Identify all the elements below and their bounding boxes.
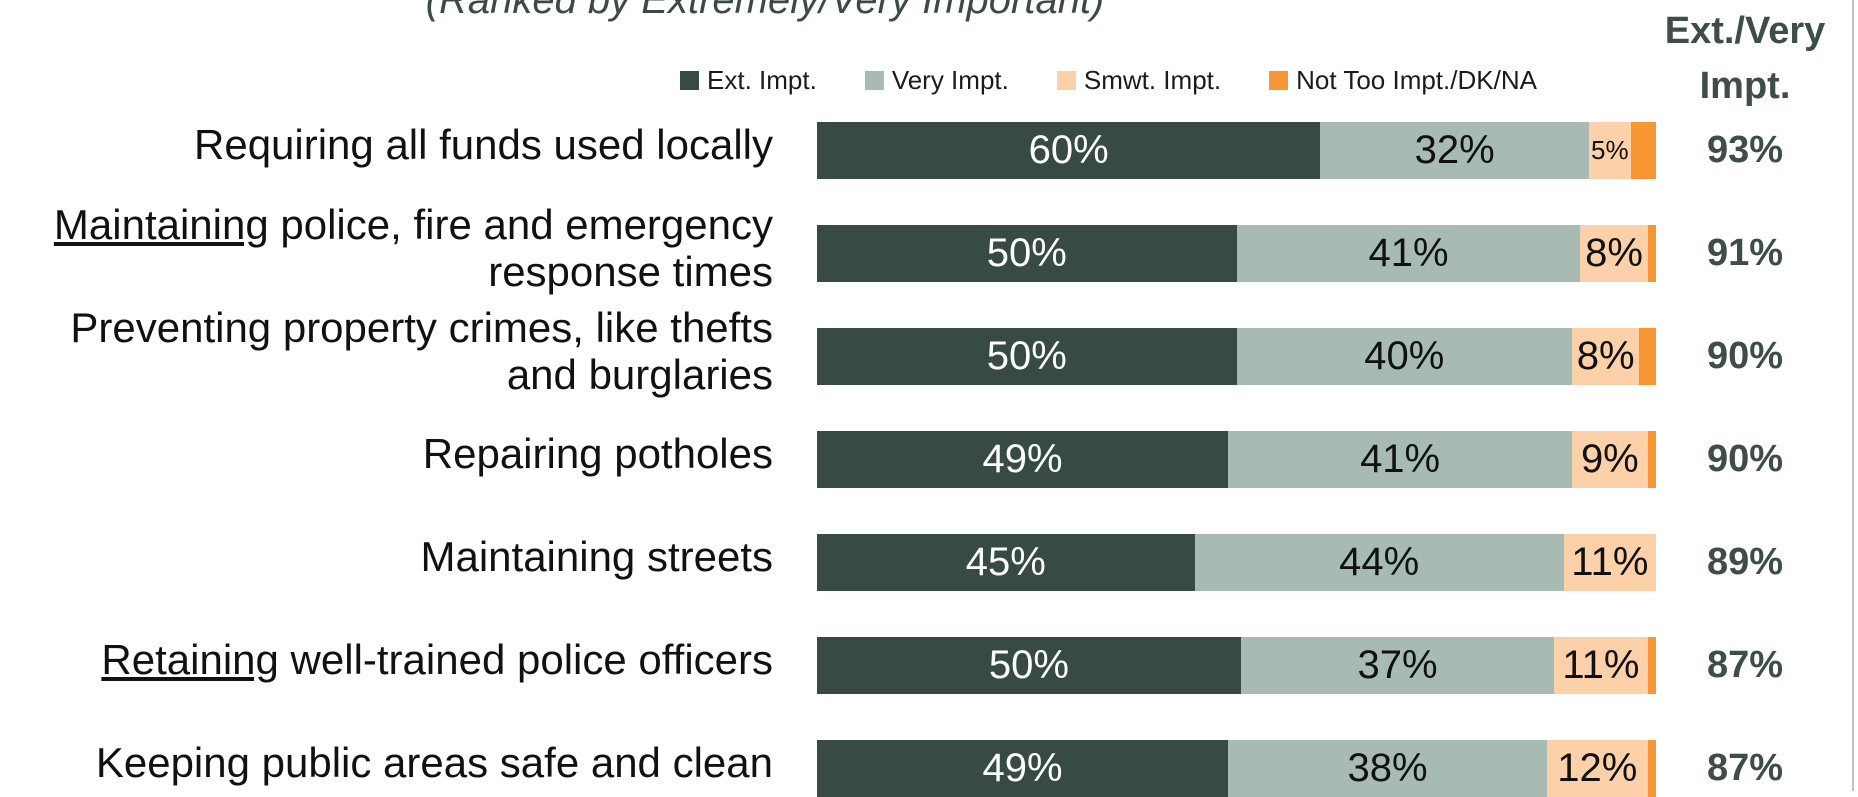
bar-segment-very: 41% xyxy=(1228,431,1573,488)
row-label-text: Repairing potholes xyxy=(422,430,773,477)
row-label: Repairing potholes xyxy=(3,430,773,477)
bar-segment-smwt: 5% xyxy=(1588,122,1631,179)
legend-item-ext: Ext. Impt. xyxy=(680,65,817,96)
bar-segment-not xyxy=(1647,637,1656,694)
bar-segment-not xyxy=(1630,122,1656,179)
bar-segment-not xyxy=(1647,740,1656,797)
legend-swatch-not xyxy=(1269,70,1289,90)
bar-segment-smwt: 11% xyxy=(1563,534,1656,591)
bar-segment-very: 41% xyxy=(1236,225,1581,282)
bar-segment-very: 32% xyxy=(1320,122,1589,179)
row-label-emphasis: Maintaining xyxy=(53,201,269,248)
row-label: Keeping public areas safe and clean xyxy=(3,739,773,786)
stacked-bar: 60% 32% 5% xyxy=(817,122,1656,179)
stacked-bar: 50% 40% 8% xyxy=(817,328,1656,385)
legend-label-very: Very Impt. xyxy=(891,64,1009,95)
row-label: Maintaining police, fire and emergency r… xyxy=(3,201,773,295)
row-label: Requiring all funds used locally xyxy=(3,121,773,168)
row-label-text: Requiring all funds used locally xyxy=(194,121,773,168)
row-total: 91% xyxy=(1706,232,1784,274)
stacked-bar: 49% 41% 9% xyxy=(817,431,1656,488)
stacked-bar: 45% 44% 11% xyxy=(817,534,1656,591)
legend-item-very: Very Impt. xyxy=(864,64,1009,96)
bar-segment-ext: 49% xyxy=(817,431,1229,488)
bar-segment-very: 40% xyxy=(1236,328,1573,385)
bar-segment-ext: 45% xyxy=(817,534,1195,591)
divider xyxy=(1852,0,1854,791)
row-label-emphasis: Retaining xyxy=(101,636,279,683)
legend-label-not: Not Too Impt./DK/NA xyxy=(1296,64,1537,95)
row-total: 87% xyxy=(1706,644,1784,686)
row-label-text: Maintaining streets xyxy=(420,533,773,580)
legend-label-smwt: Smwt. Impt. xyxy=(1083,64,1222,95)
bar-segment-smwt: 8% xyxy=(1580,225,1648,282)
legend-swatch-very xyxy=(864,70,884,90)
row-label: Retaining well-trained police officers xyxy=(3,636,773,683)
legend: Ext. Impt. Very Impt. Smwt. Impt. Not To… xyxy=(680,63,1537,97)
bar-segment-not xyxy=(1647,225,1656,282)
bar-segment-smwt: 12% xyxy=(1546,740,1648,797)
row-label-text: Keeping public areas safe and clean xyxy=(95,739,773,786)
bar-segment-very: 44% xyxy=(1194,534,1564,591)
legend-swatch-smwt xyxy=(1056,70,1076,90)
total-column-header: Ext./Very Impt. xyxy=(1650,4,1840,114)
total-header-line1: Ext./Very xyxy=(1664,10,1826,52)
bar-segment-smwt: 8% xyxy=(1572,328,1640,385)
row-total: 90% xyxy=(1706,335,1784,377)
legend-label-ext: Ext. Impt. xyxy=(707,64,817,95)
legend-item-smwt: Smwt. Impt. xyxy=(1056,64,1222,96)
bar-segment-ext: 50% xyxy=(817,637,1241,694)
bar-segment-smwt: 9% xyxy=(1572,431,1648,488)
row-label: Maintaining streets xyxy=(3,533,773,580)
row-total: 90% xyxy=(1706,438,1784,480)
row-label-text: Preventing property crimes, like thefts … xyxy=(70,304,773,398)
row-total: 93% xyxy=(1706,129,1784,171)
bar-segment-ext: 50% xyxy=(817,328,1237,385)
row-total: 87% xyxy=(1706,747,1784,789)
bar-segment-very: 37% xyxy=(1240,637,1555,694)
row-label: Preventing property crimes, like thefts … xyxy=(3,304,773,398)
stacked-bar: 50% 37% 11% xyxy=(817,637,1656,694)
bar-segment-very: 38% xyxy=(1228,740,1547,797)
bar-segment-not xyxy=(1647,431,1656,488)
bar-segment-smwt: 11% xyxy=(1554,637,1648,694)
bar-segment-ext: 60% xyxy=(817,122,1321,179)
row-label-text: police, fire and emergency response time… xyxy=(268,201,773,295)
bar-segment-not xyxy=(1639,328,1656,385)
legend-swatch-ext xyxy=(680,70,699,90)
bar-segment-ext: 50% xyxy=(817,225,1237,282)
bar-segment-ext: 49% xyxy=(817,740,1229,797)
stacked-bar: 50% 41% 8% xyxy=(817,225,1656,282)
stacked-bar: 49% 38% 12% xyxy=(817,740,1656,797)
total-header-line2: Impt. xyxy=(1699,65,1791,107)
row-label-text: well-trained police officers xyxy=(278,636,773,683)
row-total: 89% xyxy=(1706,541,1784,583)
legend-item-not: Not Too Impt./DK/NA xyxy=(1269,65,1537,96)
chart-subtitle: (Ranked by Extremely/Very Important) xyxy=(425,0,1105,22)
